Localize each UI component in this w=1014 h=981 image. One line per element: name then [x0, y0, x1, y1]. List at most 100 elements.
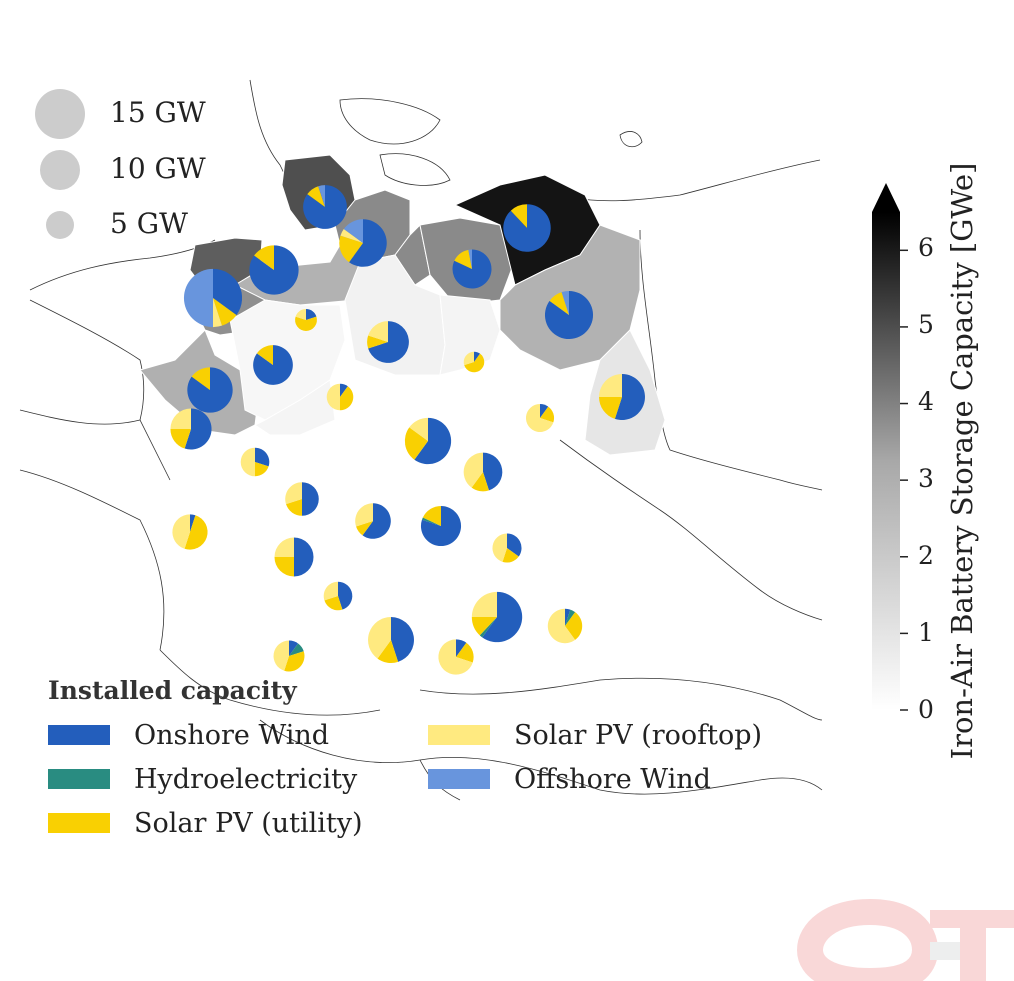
- pie-slice-onshore-wind: [565, 608, 571, 626]
- pie-slice-solar-utility: [422, 505, 441, 526]
- border-alps: [259, 719, 823, 795]
- pie-slice-offshore-wind: [318, 185, 325, 207]
- pie-slice-solar-utility: [213, 298, 237, 326]
- capacity-pie: [172, 514, 208, 550]
- size-legend-circle-15gw: [35, 89, 85, 139]
- pie-slice-onshore-wind: [302, 482, 319, 516]
- pie-slice-solar-rooftop: [368, 617, 391, 659]
- colorbar-tick-1: 1: [918, 618, 934, 647]
- colorbar-label: Iron-Air Battery Storage Capacity [GWe]: [945, 162, 979, 760]
- pie-slice-solar-rooftop: [285, 482, 302, 505]
- colorbar-tick-4: 4: [918, 387, 934, 416]
- pie-slice-solar-utility: [340, 386, 354, 411]
- legend-item-hydro: Hydroelectricity: [48, 762, 357, 796]
- border-austria: [419, 677, 823, 721]
- legend-label-solar-rooftop: Solar PV (rooftop): [514, 719, 763, 751]
- pie-slice-onshore-wind: [540, 403, 549, 418]
- capacity-pie: [273, 640, 305, 672]
- pie-slice-solar-rooftop: [172, 514, 190, 549]
- capacity-pie: [438, 639, 474, 675]
- colorbar: [872, 183, 908, 711]
- pie-slice-solar-rooftop: [438, 639, 473, 675]
- pie-slice-hydro: [289, 643, 304, 656]
- pie-slice-onshore-wind: [253, 345, 293, 385]
- pie-slice-solar-utility: [377, 640, 399, 663]
- legend-label-solar-utility: Solar PV (utility): [134, 807, 363, 839]
- pie-slice-solar-rooftop: [295, 309, 306, 320]
- size-legend-label-15gw: 15 GW: [110, 96, 206, 129]
- capacity-pie: [544, 290, 594, 340]
- legend-swatch-hydro: [48, 769, 110, 789]
- region-altmark: [439, 294, 501, 376]
- capacity-pie: [404, 417, 452, 465]
- pie-slice-hydro: [479, 617, 497, 638]
- capacity-pie: [187, 367, 233, 413]
- pie-slice-solar-utility: [464, 353, 485, 373]
- legend-item-solar-utility: Solar PV (utility): [48, 806, 363, 840]
- pie-slice-onshore-wind: [213, 268, 243, 316]
- capacity-pie: [355, 503, 391, 539]
- legend-title: Installed capacity: [48, 676, 297, 705]
- pie-slice-onshore-wind: [338, 581, 353, 610]
- pie-slice-solar-rooftop: [463, 452, 483, 488]
- colorbar-gradient: [872, 212, 900, 710]
- pie-slice-solar-utility: [339, 235, 363, 263]
- capacity-pie: [249, 245, 299, 295]
- watermark-logo: [796, 898, 1014, 981]
- legend-label-hydro: Hydroelectricity: [134, 763, 358, 795]
- pie-slice-solar-rooftop: [463, 351, 474, 366]
- pie-slice-onshore-wind: [255, 447, 270, 467]
- capacity-pie: [471, 591, 523, 643]
- border-netherlands: [29, 299, 145, 421]
- pie-slice-solar-utility: [184, 515, 208, 550]
- pie-slice-solar-utility: [599, 397, 622, 419]
- legend-swatch-solar-rooftop: [428, 725, 490, 745]
- pie-slice-solar-utility: [471, 472, 489, 492]
- capacity-pie: [326, 383, 354, 411]
- pie-slice-solar-rooftop: [273, 640, 289, 671]
- pie-slice-solar-rooftop: [409, 417, 428, 441]
- border-czech: [559, 439, 823, 621]
- capacity-pie: [367, 321, 409, 363]
- capacity-pie: [368, 617, 414, 663]
- pie-slice-onshore-wind: [456, 639, 467, 657]
- capacity-pie: [463, 452, 503, 492]
- pie-slice-solar-utility: [254, 245, 274, 270]
- pie-slice-onshore-wind: [340, 383, 348, 397]
- capacity-pie: [170, 408, 212, 450]
- pie-slice-solar-rooftop: [240, 447, 255, 477]
- capacity-pie: [285, 482, 319, 516]
- pie-slice-solar-rooftop: [170, 408, 191, 429]
- pie-slice-onshore-wind: [482, 591, 523, 643]
- pie-slice-solar-rooftop: [213, 298, 222, 328]
- coastline-baltic: [559, 159, 821, 202]
- pie-slice-offshore-wind: [561, 290, 569, 315]
- pie-slice-solar-utility: [404, 427, 428, 460]
- size-legend-label-10gw: 10 GW: [110, 152, 206, 185]
- pie-slice-solar-rooftop: [326, 383, 340, 411]
- capacity-pie: [274, 537, 314, 577]
- legend-swatch-onshore-wind: [48, 725, 110, 745]
- pie-slice-solar-utility: [471, 617, 497, 636]
- pie-slice-offshore-wind: [343, 219, 363, 243]
- capacity-pie: [183, 268, 243, 328]
- colorbar-tick-0: 0: [918, 695, 934, 724]
- pie-slice-onshore-wind: [294, 537, 314, 577]
- capacity-pie: [492, 533, 522, 563]
- pie-slice-solar-utility: [256, 345, 273, 365]
- coastline-north-sea: [29, 239, 216, 291]
- pie-slice-solar-utility: [284, 651, 305, 672]
- colorbar-tick-6: 6: [918, 233, 934, 262]
- pie-slice-solar-utility: [356, 521, 373, 536]
- colorbar-tick-2: 2: [918, 541, 934, 570]
- colorbar-extend-arrow: [872, 183, 900, 212]
- pie-slice-onshore-wind: [249, 245, 299, 295]
- pie-slice-solar-rooftop: [355, 503, 373, 527]
- size-legend: [35, 89, 85, 239]
- size-legend-circle-10gw: [40, 150, 80, 190]
- capacity-pie: [525, 403, 555, 433]
- pie-slice-solar-rooftop: [492, 533, 507, 562]
- pie-slice-onshore-wind: [614, 374, 645, 420]
- pie-slice-solar-rooftop: [274, 537, 294, 557]
